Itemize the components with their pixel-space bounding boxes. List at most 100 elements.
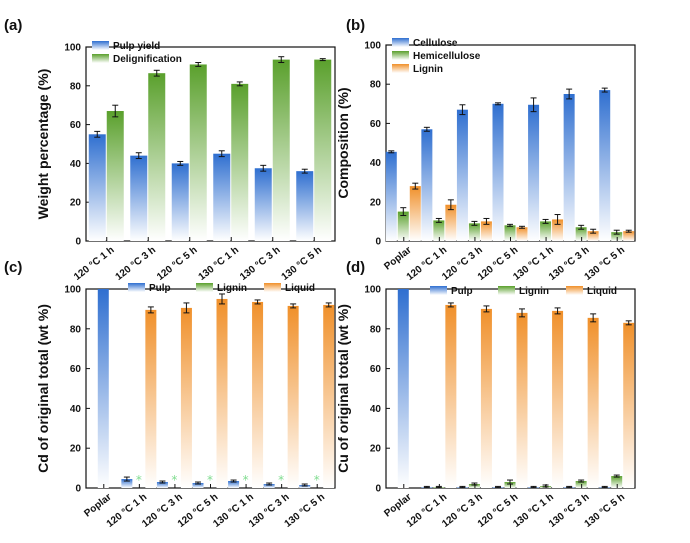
bar-cellulose xyxy=(599,90,611,241)
chart-panel-2: (c) 0 20 40 60 80 100 Cd of original total (wt … xyxy=(4,259,336,530)
bar-delignification xyxy=(106,111,124,242)
bar-hemicellulose xyxy=(433,220,445,241)
bar-pulp-yield xyxy=(296,171,314,241)
bar-hemicellulose xyxy=(611,232,623,241)
bar-delignification xyxy=(189,64,207,242)
x-tick-label: 130 °C 1 h xyxy=(197,245,242,283)
bar-pulp-yield xyxy=(254,168,272,241)
y-tick-label: 100 xyxy=(64,285,81,296)
bar-lignin xyxy=(409,186,421,241)
bar-cellulose xyxy=(385,151,397,241)
plot-frame xyxy=(85,46,336,242)
legend-label: Delignification xyxy=(113,54,182,65)
y-tick-label: 20 xyxy=(370,197,382,208)
legend-swatch xyxy=(92,54,109,63)
bar-pulp xyxy=(228,481,240,488)
bar-liquid xyxy=(323,304,335,488)
legend-swatch xyxy=(392,64,409,73)
panel-label: (a) xyxy=(4,17,22,34)
panel-label: (d) xyxy=(346,259,365,276)
bar-liquid xyxy=(480,308,492,488)
legend-swatch xyxy=(264,283,281,292)
bar-cellulose xyxy=(528,104,540,241)
bar-liquid xyxy=(287,305,299,488)
marker-star: * xyxy=(278,473,284,487)
legend-swatch xyxy=(392,38,409,47)
bar-delignification xyxy=(314,59,332,241)
bar-liquid xyxy=(445,304,457,488)
marker-star: * xyxy=(171,473,177,487)
bar-pulp xyxy=(263,484,275,488)
legend-label: Cellulose xyxy=(413,38,458,49)
legend-swatch xyxy=(392,51,409,60)
legend-swatch xyxy=(196,283,213,292)
legend-label: Lignin xyxy=(519,286,549,297)
legend-label: Pulp yield xyxy=(113,41,160,52)
bar-delignification xyxy=(231,83,249,241)
x-tick-label: Poplar xyxy=(82,492,113,520)
legend-swatch xyxy=(498,286,515,295)
y-axis-title: Weight percentage (%) xyxy=(35,69,51,220)
x-tick-label: 130 °C 3 h xyxy=(238,245,283,283)
marker-star: * xyxy=(207,473,213,487)
bar-hemicellulose xyxy=(468,223,480,241)
y-tick-label: 60 xyxy=(370,364,382,375)
bar-pulp-yield xyxy=(88,134,106,241)
marker-star: * xyxy=(314,473,320,487)
bar-liquid xyxy=(145,309,157,488)
y-tick-label: 20 xyxy=(370,444,382,455)
legend-label: Liquid xyxy=(285,283,315,294)
x-tick-label: 120 °C 3 h xyxy=(114,245,159,283)
legend-label: Hemicellulose xyxy=(413,51,481,62)
legend-label: Lignin xyxy=(413,64,443,75)
bar-hemicellulose xyxy=(504,225,516,241)
bar-liquid xyxy=(587,317,599,488)
legend-swatch xyxy=(128,283,145,292)
y-tick-label: 80 xyxy=(70,324,82,335)
y-tick-label: 40 xyxy=(370,404,382,415)
legend-label: Pulp xyxy=(149,283,171,294)
bar-lignin xyxy=(623,231,635,241)
bar-pulp xyxy=(97,289,109,488)
x-tick-label: 120 °C 5 h xyxy=(155,245,200,283)
y-tick-label: 100 xyxy=(364,285,381,296)
bar-cellulose xyxy=(421,129,433,241)
bar-lignin xyxy=(611,476,623,488)
y-tick-label: 100 xyxy=(64,43,81,54)
y-tick-label: 20 xyxy=(70,198,82,209)
bar-pulp xyxy=(121,479,133,488)
bar-delignification xyxy=(272,59,290,241)
legend-label: Liquid xyxy=(587,286,617,297)
bar-cellulose xyxy=(492,103,504,241)
y-tick-label: 80 xyxy=(370,80,382,91)
y-tick-label: 60 xyxy=(370,119,382,130)
chart-panel-3: (d) 0 20 40 60 80 100 Cu of original total (wt … xyxy=(335,259,636,530)
bar-lignin xyxy=(552,219,564,241)
bar-hemicellulose xyxy=(397,211,409,241)
legend-swatch xyxy=(566,286,583,295)
bar-liquid xyxy=(252,301,264,488)
y-tick-label: 60 xyxy=(70,120,82,131)
x-tick-label: 130 °C 5 h xyxy=(280,245,325,283)
bar-pulp xyxy=(192,483,204,488)
y-axis-title: Cd of original total (wt %) xyxy=(35,304,51,473)
x-tick-label: Poplar xyxy=(382,492,413,520)
bar-hemicellulose xyxy=(575,227,587,241)
bar-lignin xyxy=(516,227,528,241)
y-tick-label: 80 xyxy=(370,324,382,335)
legend-swatch xyxy=(430,286,447,295)
bar-liquid xyxy=(623,322,635,488)
y-tick-label: 20 xyxy=(70,444,82,455)
bar-lignin xyxy=(445,204,457,241)
y-axis-title: Composition (%) xyxy=(335,87,351,198)
bar-liquid xyxy=(180,307,192,488)
bar-cellulose xyxy=(456,109,468,242)
chart-panel-0: (a) 0 20 40 60 80 100 Weight percentage (%) 120 … xyxy=(4,17,336,283)
bar-lignin xyxy=(480,221,492,241)
x-tick-label: 120 °C 1 h xyxy=(72,245,117,283)
marker-star: * xyxy=(136,473,142,487)
bar-pulp-yield xyxy=(171,163,189,241)
